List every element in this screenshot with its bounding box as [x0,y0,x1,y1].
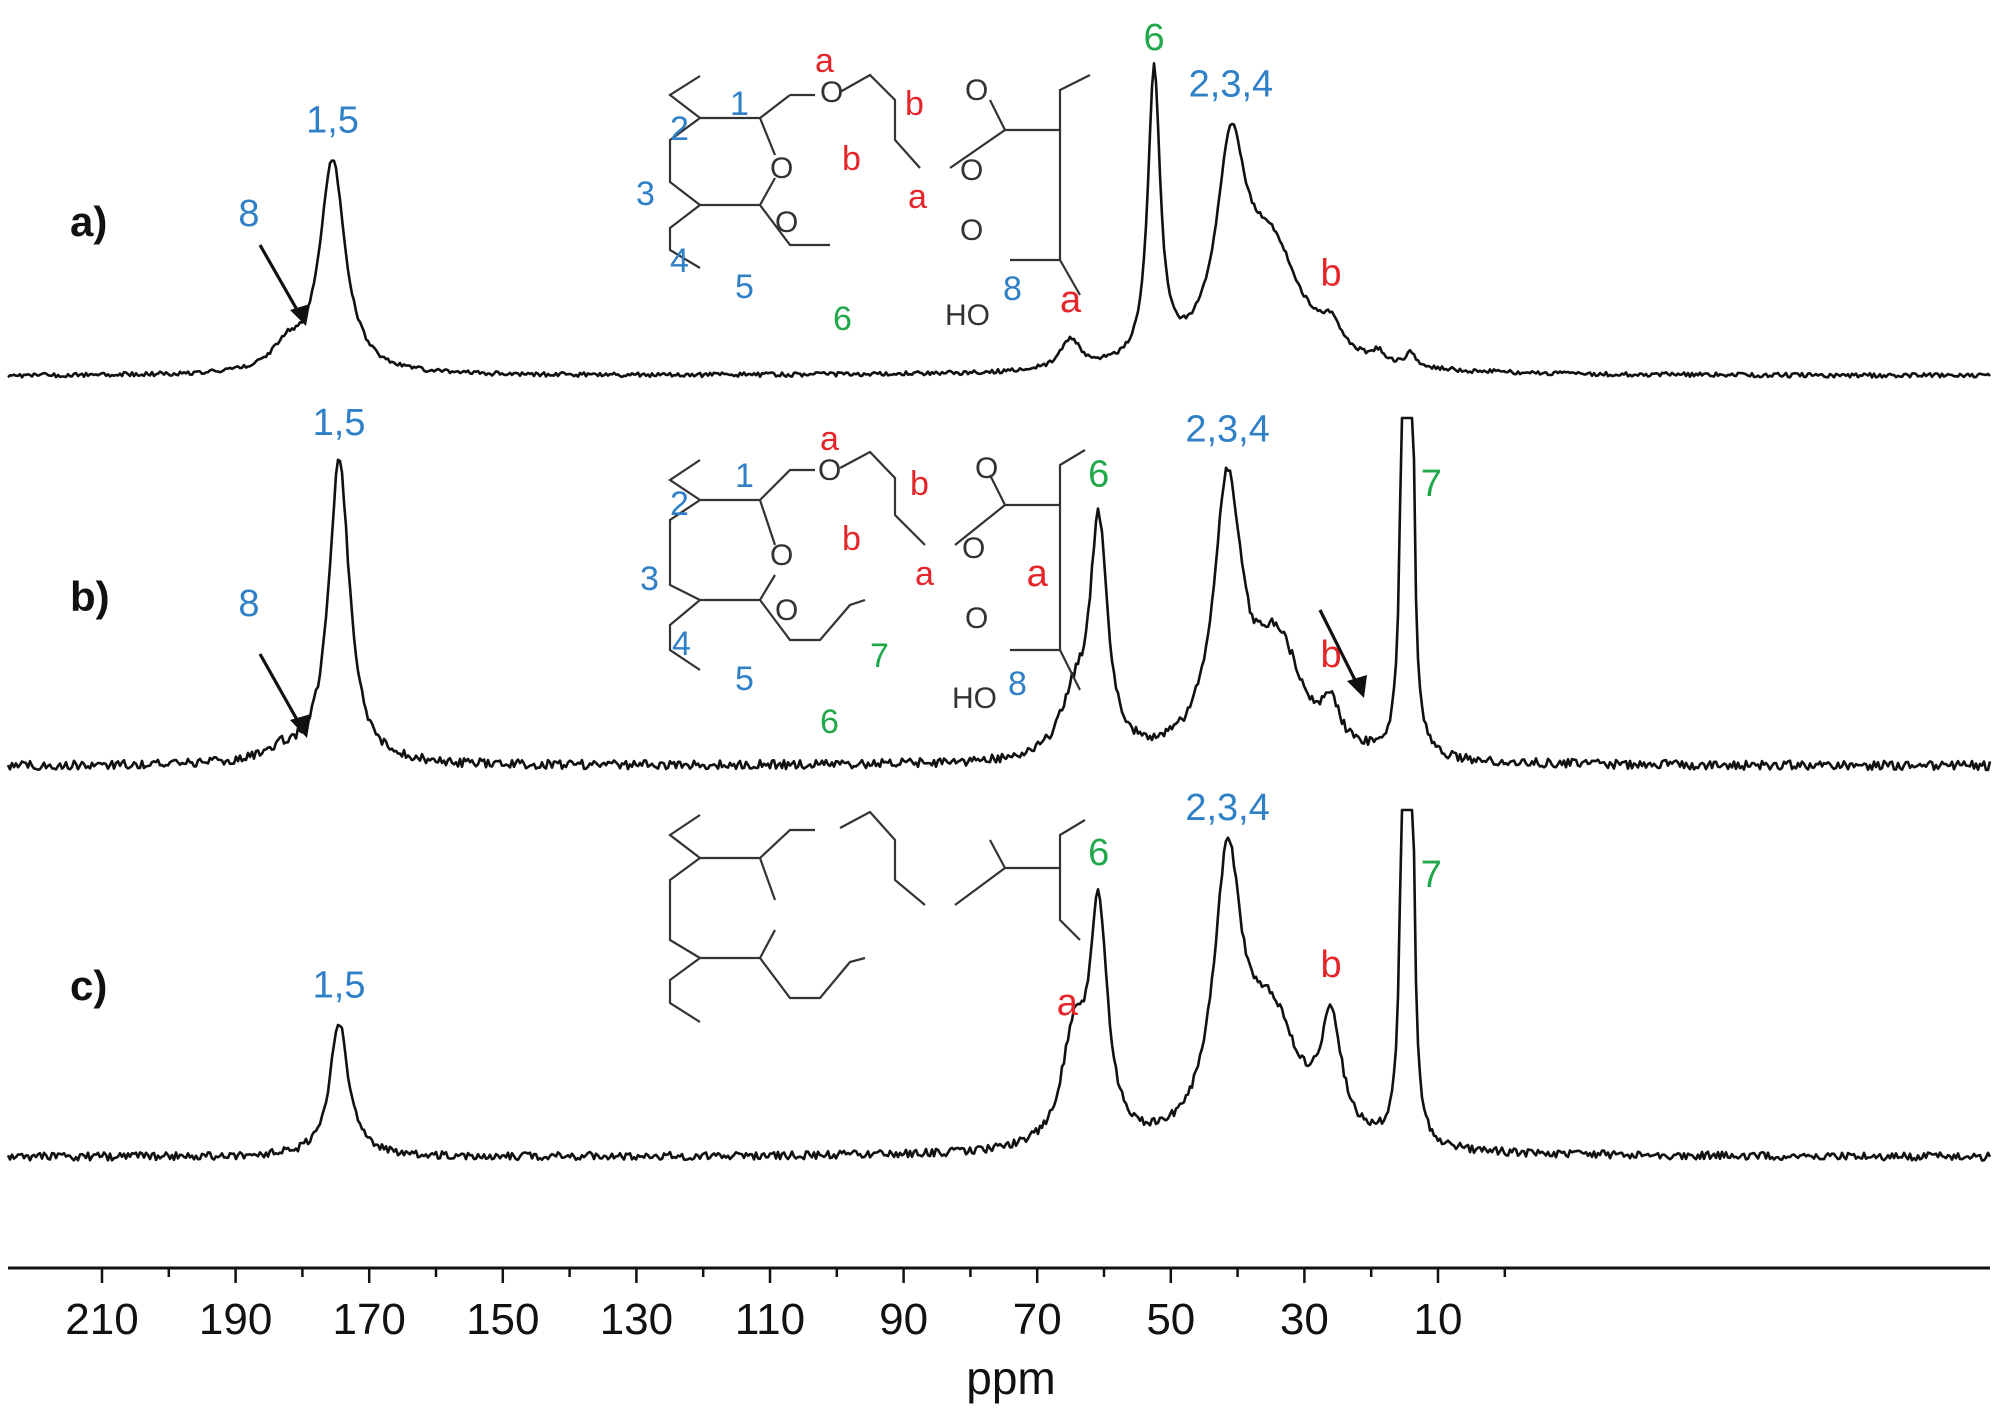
x-axis-title: ppm [966,1352,1055,1404]
peak-label: 2,3,4 [1185,787,1270,829]
carbon-label-1: 1 [730,85,749,123]
oxygen-atom: O [818,454,841,487]
x-tick-label: 210 [65,1295,138,1344]
x-tick-label: 110 [735,1295,805,1344]
x-tick-label: 130 [600,1295,673,1344]
oxygen-atom: O [770,152,793,185]
oxygen-atom: O [770,539,793,572]
peak-label: b [1321,634,1342,676]
peak-label: a [1060,279,1082,321]
x-tick-label: 10 [1414,1295,1463,1344]
peak-label: 8 [238,583,259,625]
peak-label: 1,5 [313,964,366,1006]
linker-label-a: a [908,178,927,216]
carbon-label-4: 4 [670,242,689,280]
peak-label: a [1027,553,1049,595]
arrow-8-panel-a [258,244,310,326]
hydroxyl-group: HO [952,682,997,715]
x-tick-label: 30 [1280,1295,1329,1344]
oxygen-atom: O [960,154,983,187]
arrow-8-panel-b [258,653,311,738]
hydroxyl-group: HO [945,299,990,332]
linker-label-a: a [915,555,934,593]
peak-label: 6 [1088,454,1109,496]
oxygen-atom: O [965,602,988,635]
peak-label: b [1321,944,1342,986]
x-tick-label: 90 [879,1295,928,1344]
carbon-label-3: 3 [636,175,655,213]
peak-label: 1,5 [306,100,359,142]
x-tick-label: 70 [1013,1295,1062,1344]
peak-label: 1,5 [313,402,366,444]
oxygen-atom: O [820,76,843,109]
linker-label-b: b [842,520,861,558]
linker-label-a: a [815,42,834,80]
carbon-label-5: 5 [735,660,754,698]
oxygen-atom: O [775,206,798,239]
peak-label: 2,3,4 [1189,64,1274,106]
spectrum-line-a [7,62,1991,379]
x-tick-label: 190 [199,1295,272,1344]
peak-label: 8 [238,193,259,235]
carbon-label-2: 2 [670,110,689,148]
x-tick-label: 50 [1146,1295,1195,1344]
peak-label: 6 [1144,17,1165,59]
structure-b: O O O O O O HO 1 2 3 4 5 8 a b b a 7 6 [640,420,1086,741]
spectrum-line-c [6,808,1992,1162]
carbon-label-3: 3 [640,560,659,598]
linker-label-a: a [820,420,839,458]
ethyl-label-7: 7 [870,637,889,675]
panel-label-b: b) [70,573,110,620]
panel-label-a: a) [70,198,107,245]
oxygen-atom: O [965,74,988,107]
peak-label: 7 [1421,854,1442,896]
oxygen-atom: O [975,452,998,485]
oxygen-atom: O [775,594,798,627]
linker-label-b: b [910,465,929,503]
oxygen-atom: O [962,532,985,565]
spectra-layer [6,62,1992,1162]
x-axis: 210 190 170 150 130 110 90 70 50 30 10 [8,1266,1990,1344]
carbon-label-5: 5 [735,268,754,306]
peak-label: 6 [1088,832,1109,874]
linker-label-b: b [905,85,924,123]
carbon-label-2: 2 [670,485,689,523]
carbon-label-1: 1 [735,457,754,495]
ethyl-label-6: 6 [833,300,852,338]
carbon-label-4: 4 [672,625,691,663]
peak-label: 7 [1421,463,1442,505]
structure-c: O O O O O O 1 2 3 4 5 a b b a 7 6 [668,810,1086,1023]
carbon-label-8: 8 [1003,270,1022,308]
carbon-label-8: 8 [1008,665,1027,703]
spectrum-line-b [6,416,1992,772]
linker-label-b: b [842,140,861,178]
ethyl-label-6: 6 [820,703,839,741]
x-tick-label: 170 [332,1295,405,1344]
peak-label: a [1057,982,1079,1024]
structure-a: O O O O O O HO 1 2 3 4 5 8 a b b a 6 [636,42,1091,338]
peak-label: 2,3,4 [1185,408,1270,450]
panel-label-c: c) [70,962,107,1009]
peak-label: b [1321,252,1342,294]
arrow-a-panel-b [1318,609,1367,698]
oxygen-atom: O [960,214,983,247]
x-tick-label: 150 [466,1295,539,1344]
